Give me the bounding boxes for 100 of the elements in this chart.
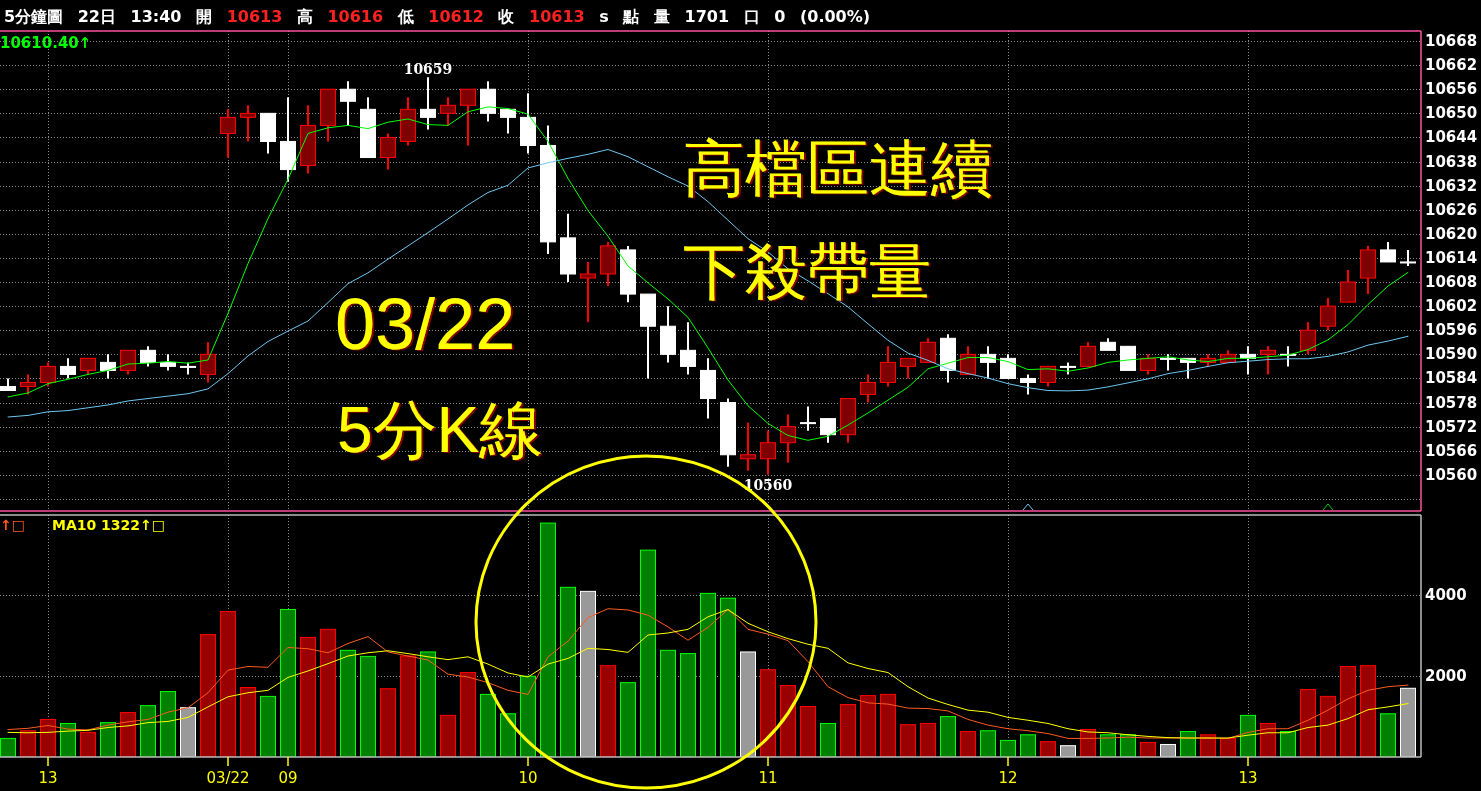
bar [460,672,476,757]
bar [940,716,956,757]
annotation: 下殺帶量 [683,237,931,306]
bar [240,687,256,757]
bar [560,586,576,757]
bar [580,590,596,757]
candlestick [800,405,816,432]
bar [700,592,716,757]
bar [220,611,236,757]
candlestick [440,96,456,127]
text: 10610.40↑ [0,34,92,52]
y-tick-label: 10608 [1425,273,1478,292]
candlestick [1340,269,1356,304]
candlestick [1140,353,1156,376]
candlestick [220,108,236,159]
text: ↑□ [0,517,25,533]
bar [380,688,396,757]
annotation: 10659 [403,61,453,78]
bar [260,695,276,757]
candlestick [680,321,696,376]
candlestick [900,357,916,380]
bar [320,628,336,757]
candlestick [820,417,836,444]
bar [980,730,996,757]
y-tick-label: 10596 [1425,321,1478,340]
bar [760,669,776,757]
bar [860,695,876,757]
bar [0,737,16,757]
candlestick [200,341,216,384]
bar [880,693,896,757]
bar [80,731,96,757]
bar [1320,695,1336,757]
x-tick-label: 13 [1238,769,1258,787]
bar [820,722,836,757]
x-tick-label: 09 [278,769,298,787]
annotation: 高檔區連續 [683,134,993,203]
bar [1260,722,1276,757]
bar [20,730,36,757]
bar [1000,739,1016,757]
candlestick [340,80,356,127]
annotation: 03/22 [335,284,516,364]
bar [1020,734,1036,757]
bar [920,722,936,757]
bar [420,651,436,757]
candlestick [500,108,516,135]
bar [340,649,356,757]
bar [1240,714,1256,757]
y-tick-label: 10578 [1425,393,1478,412]
y-tick-label: 10614 [1425,248,1478,267]
candlestick [1020,373,1036,396]
y-tick-label: 10620 [1425,224,1478,243]
candlestick [460,88,476,147]
bar [500,713,516,757]
candlestick [240,104,256,143]
y-tick-label: 10584 [1425,369,1478,388]
y-tick-label: 10632 [1425,176,1478,195]
bar [100,722,116,757]
bar [1300,689,1316,757]
bar [140,705,156,757]
y-tick-label: 2000 [1425,667,1467,686]
bar [120,712,136,757]
bar [1160,743,1176,757]
y-tick-label: 10668 [1425,32,1478,51]
bar [720,597,736,757]
annotation: 5分K線 [337,394,544,466]
bar [360,655,376,757]
annotation: 10560 [743,476,793,493]
candlestick [780,413,796,464]
bar [680,653,696,757]
bar [1280,731,1296,757]
bar [520,675,536,757]
bar [620,682,636,757]
bar [1220,737,1236,757]
candlestick [860,373,876,404]
bar [40,718,56,757]
y-tick-label: 10602 [1425,297,1478,316]
candlestick [760,429,776,476]
chart-title: 5分鐘圖 22日 13:40 開 10613 高 10616 低 10612 收 10613 s 點 量 1701 口 0 (0.00%) [4,7,871,26]
candlestick [380,132,396,171]
x-tick-label: 13 [38,769,58,787]
y-tick-label: 4000 [1425,586,1467,605]
text: MA10 1322↑□ [51,517,166,533]
bar [1040,741,1056,757]
bar [160,691,176,757]
candlestick [1320,297,1336,332]
candlestick [1300,321,1316,356]
bar [1100,734,1116,757]
y-tick-label: 10644 [1425,128,1478,147]
candlestick [40,361,56,388]
candlestick [920,337,936,364]
candlestick [740,421,756,472]
bar [960,731,976,757]
candlestick [60,357,76,380]
candlestick [1000,353,1016,380]
bar [180,707,196,757]
y-tick-label: 10662 [1425,56,1478,75]
candlestick [1380,240,1396,263]
candlestick [1080,341,1096,368]
bar [900,724,916,757]
x-tick-label: 11 [758,769,778,787]
